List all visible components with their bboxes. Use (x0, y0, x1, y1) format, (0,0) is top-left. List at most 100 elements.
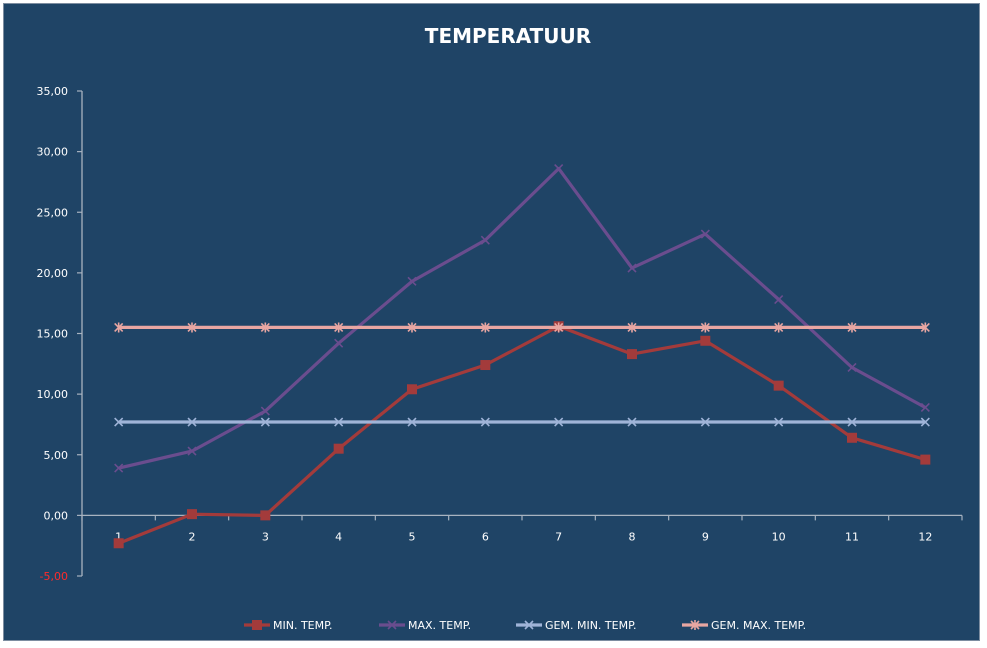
data-point (407, 276, 417, 286)
marker-x (774, 294, 784, 305)
marker-x (334, 417, 344, 427)
data-point (114, 322, 124, 333)
x-tick-label: 11 (845, 530, 859, 543)
y-tick-label: 30,00 (37, 146, 69, 159)
legend-item-2: MAX. TEMP. (379, 619, 471, 632)
y-tick-label: 35,00 (37, 85, 69, 98)
data-point (847, 417, 857, 427)
marker-x (554, 164, 564, 174)
data-point (920, 417, 930, 427)
data-point (260, 417, 270, 427)
legend-swatch-marker (524, 620, 534, 630)
data-point (480, 360, 491, 371)
data-point (334, 338, 344, 348)
x-tick-label: 6 (482, 530, 489, 543)
marker-star (847, 322, 857, 333)
x-tick-label: 3 (262, 530, 269, 543)
data-point (554, 322, 564, 333)
marker-star (407, 322, 417, 333)
data-point (774, 294, 784, 305)
data-point (114, 417, 124, 427)
legend-item-4: GEM. MAX. TEMP. (682, 619, 806, 632)
legend-item-3: GEM. MIN. TEMP. (516, 619, 637, 632)
series-1 (113, 321, 931, 549)
marker-x (260, 406, 270, 416)
marker-x (554, 417, 564, 427)
marker-x (187, 417, 197, 427)
marker-x (920, 417, 930, 427)
data-point (480, 322, 490, 333)
x-tick-label: 7 (555, 530, 562, 543)
data-point (627, 417, 637, 427)
marker-star (480, 322, 490, 333)
data-point (627, 322, 637, 333)
data-point (847, 432, 857, 443)
series-3 (114, 417, 930, 427)
marker-x (260, 417, 270, 427)
marker-x (114, 463, 124, 473)
data-point (334, 322, 344, 333)
data-point (554, 164, 564, 174)
data-point (773, 380, 784, 391)
marker-star (690, 620, 700, 630)
marker-star (700, 322, 710, 333)
data-point (407, 417, 417, 427)
marker-square (480, 360, 491, 371)
data-point (847, 362, 857, 373)
x-tick-label: 10 (772, 530, 786, 543)
x-tick-label: 2 (189, 530, 196, 543)
x-tick-label: 8 (629, 530, 636, 543)
legend-label: MIN. TEMP. (273, 619, 333, 632)
y-tick-label: -5,00 (40, 570, 68, 583)
data-point (260, 510, 271, 521)
marker-star (187, 322, 197, 333)
marker-star (774, 322, 784, 333)
marker-x (920, 402, 930, 413)
x-tick-label: 5 (409, 530, 416, 543)
marker-x (524, 620, 534, 630)
data-point (700, 229, 710, 239)
marker-x (480, 417, 490, 427)
data-point (114, 463, 124, 473)
data-point (920, 454, 931, 465)
temperature-chart: TEMPERATUUR -5,00 0,00 5,00 10,00 15,00 20,00… (37, 24, 963, 632)
series-4 (114, 322, 930, 333)
marker-x (480, 235, 490, 245)
series-line (118, 167, 927, 470)
marker-square (773, 380, 784, 391)
marker-square (113, 538, 124, 549)
data-point (774, 322, 784, 333)
marker-square (847, 432, 857, 443)
legend-swatch-marker (252, 620, 262, 630)
marker-star (627, 322, 637, 333)
data-point (480, 417, 490, 427)
legend-label: GEM. MIN. TEMP. (545, 619, 637, 632)
marker-square (333, 443, 344, 454)
data-point (334, 417, 344, 427)
data-point (774, 417, 784, 427)
marker-x (847, 362, 857, 373)
data-point (260, 322, 270, 333)
legend-swatch-marker (387, 620, 397, 630)
data-point (407, 384, 417, 395)
chart-title: TEMPERATUUR (425, 24, 591, 48)
y-tick-label: 20,00 (37, 267, 69, 280)
y-tick-label: 10,00 (37, 388, 69, 401)
data-point (700, 335, 711, 346)
marker-x (407, 276, 417, 286)
marker-square (627, 349, 637, 360)
marker-star (114, 322, 124, 333)
marker-x (700, 229, 710, 239)
series-layer (113, 164, 931, 549)
data-point (187, 509, 197, 520)
x-tick-label: 9 (702, 530, 709, 543)
marker-star (554, 322, 564, 333)
marker-x (407, 417, 417, 427)
y-tick-label: 0,00 (44, 509, 69, 522)
marker-x (114, 417, 124, 427)
marker-square (187, 509, 197, 520)
data-point (920, 402, 930, 413)
x-tick-label: 1 (115, 530, 122, 543)
data-point (920, 322, 930, 333)
marker-x (627, 263, 637, 273)
